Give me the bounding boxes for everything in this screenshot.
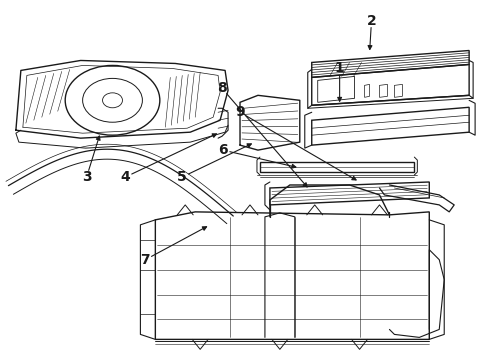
Text: 6: 6 bbox=[218, 143, 228, 157]
Text: 9: 9 bbox=[235, 105, 245, 119]
Text: 3: 3 bbox=[82, 170, 92, 184]
Text: 1: 1 bbox=[335, 62, 344, 76]
Text: 5: 5 bbox=[177, 170, 187, 184]
Text: 4: 4 bbox=[121, 170, 130, 184]
Text: 2: 2 bbox=[367, 14, 376, 28]
Text: 7: 7 bbox=[141, 253, 150, 267]
Text: 8: 8 bbox=[217, 81, 227, 95]
